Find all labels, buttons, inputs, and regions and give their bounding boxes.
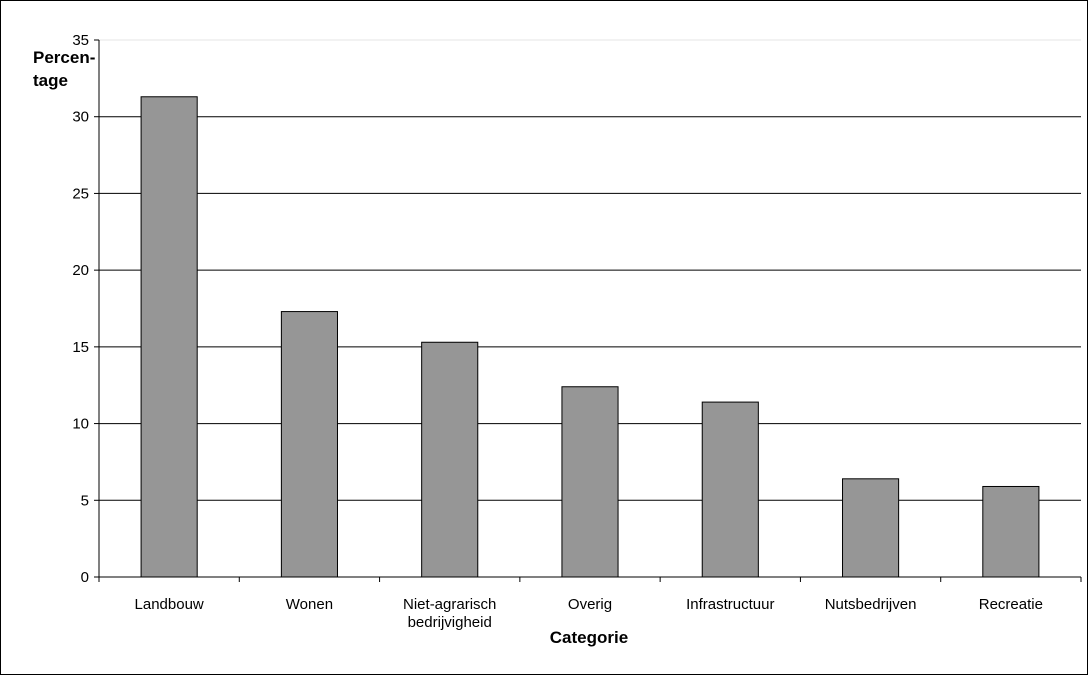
y-tick-label: 15 bbox=[72, 339, 89, 356]
x-tick-label: Recreatie bbox=[979, 596, 1043, 613]
y-tick-label: 20 bbox=[72, 262, 89, 279]
bar bbox=[982, 485, 1040, 578]
y-tick-label: 35 bbox=[72, 32, 89, 49]
x-tick-label: Nutsbedrijven bbox=[825, 596, 917, 613]
y-tick-label: 10 bbox=[72, 416, 89, 433]
y-tick-labels: 0 5 10 15 20 25 30 35 bbox=[72, 32, 89, 586]
bar bbox=[140, 96, 198, 578]
x-tick-label: Wonen bbox=[286, 596, 333, 613]
bar bbox=[421, 341, 479, 578]
bar bbox=[280, 311, 338, 578]
bars bbox=[140, 96, 1040, 578]
y-tick-label: 25 bbox=[72, 185, 89, 202]
y-tick-label: 0 bbox=[81, 569, 89, 586]
x-tick-labels: Landbouw Wonen Niet-agrarisch bedrijvigheid… bbox=[135, 596, 1043, 631]
y-axis-label-line-1: Percen- bbox=[33, 48, 95, 67]
x-axis-label: Categorie bbox=[550, 628, 628, 647]
bar bbox=[561, 386, 619, 578]
x-tick-label: Overig bbox=[568, 596, 612, 613]
y-tick-label: 5 bbox=[81, 492, 89, 509]
x-tick-label: Niet-agrarisch bedrijvigheid bbox=[403, 596, 496, 631]
y-axis-label-line-2: tage bbox=[33, 71, 68, 90]
y-tick-label: 30 bbox=[72, 109, 89, 126]
x-tick-label: Landbouw bbox=[135, 596, 204, 613]
x-tick-label: Infrastructuur bbox=[686, 596, 774, 613]
gridlines bbox=[94, 39, 1082, 582]
axes bbox=[98, 40, 1081, 578]
bar bbox=[701, 401, 759, 578]
bar bbox=[842, 478, 900, 578]
